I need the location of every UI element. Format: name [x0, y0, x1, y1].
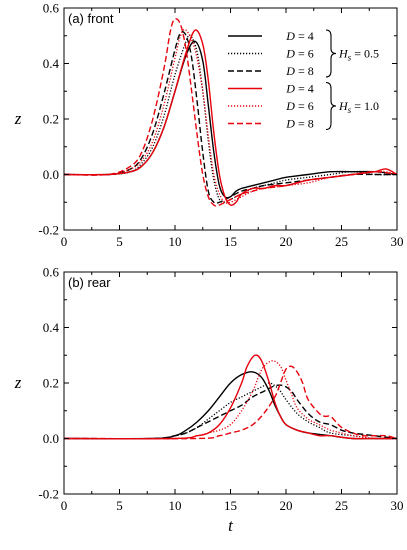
- legend-group-label: Hs = 0.5: [338, 47, 379, 63]
- legend-entry: D = 8: [285, 117, 313, 131]
- x-tick-label: 20: [280, 234, 293, 249]
- legend-entry: D = 6: [285, 47, 313, 61]
- series-line-3: [64, 384, 397, 440]
- x-tick-label: 15: [224, 498, 237, 513]
- y-tick-label: -0.2: [38, 487, 59, 502]
- panel-label: (b) rear: [68, 275, 111, 290]
- series-group: [64, 18, 397, 207]
- x-tick-label: 15: [224, 234, 237, 249]
- x-tick-label: 20: [280, 498, 293, 513]
- legend-entry: D = 4: [285, 82, 313, 96]
- panel-front: 0 5 10 15 20 25 30 -0.2 0.0 0.2 0.4 0.6 z (a) front: [14, 1, 404, 250]
- legend-entry: D = 4: [285, 29, 313, 43]
- x-tick-label: 0: [61, 234, 68, 249]
- panel-rear: 0 5 10 15 20 25 30 -0.2 0.0 0.2 0.4 0.6 z t (b) rear: [14, 265, 404, 536]
- y-tick-label: -0.2: [38, 223, 59, 238]
- x-axis-label: t: [228, 516, 234, 535]
- legend-entry: D = 8: [285, 64, 313, 78]
- legend-brace: [325, 29, 337, 78]
- series-line-6: [64, 18, 397, 207]
- y-tick-label: 0.2: [43, 112, 59, 127]
- series-group: [64, 354, 397, 440]
- series-line-1: [64, 371, 397, 440]
- series-line-5: [64, 360, 397, 440]
- y-axis-label: z: [14, 373, 22, 392]
- legend-entry: D = 6: [285, 99, 313, 113]
- series-line-6: [64, 365, 397, 440]
- y-tick-label: 0.4: [43, 56, 60, 71]
- x-tick-label: 10: [169, 498, 182, 513]
- y-tick-label: 0.0: [43, 431, 59, 446]
- x-tick-label: 25: [335, 234, 348, 249]
- panel-label: (a) front: [68, 11, 114, 26]
- series-line-4: [64, 354, 397, 440]
- x-tick-label: 10: [169, 234, 182, 249]
- y-tick-label: 0.0: [43, 167, 59, 182]
- legend-brace: [325, 81, 337, 131]
- x-tick-label: 25: [335, 498, 348, 513]
- legend: D = 4 D = 6 D = 8 D = 4 D = 6 D = 8 Hs = 0.5 Hs…: [228, 29, 379, 131]
- x-tick-label: 5: [116, 498, 123, 513]
- y-tick-label: 0.4: [43, 320, 60, 335]
- y-tick-label: 0.2: [43, 376, 59, 391]
- x-tick-label: 30: [391, 234, 404, 249]
- x-tick-label: 0: [61, 498, 68, 513]
- y-tick-label: 0.6: [43, 1, 60, 16]
- series-line-2: [64, 34, 397, 203]
- y-tick-label: 0.6: [43, 265, 60, 280]
- y-axis-label: z: [14, 109, 22, 128]
- x-tick-label: 5: [116, 234, 123, 249]
- legend-group-label: Hs = 1.0: [338, 99, 379, 115]
- x-tick-label: 30: [391, 498, 404, 513]
